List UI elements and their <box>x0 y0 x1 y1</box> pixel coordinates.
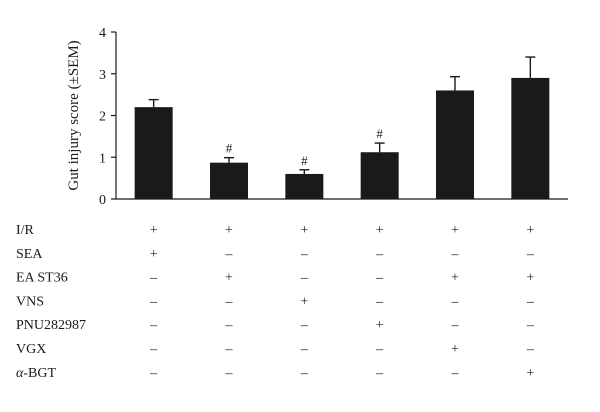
treatment-sign: – <box>451 318 460 333</box>
bar <box>436 90 474 199</box>
y-tick-label: 3 <box>99 68 106 83</box>
treatment-sign: – <box>300 318 309 333</box>
treatment-sign: – <box>375 247 384 262</box>
bar <box>360 152 399 199</box>
treatment-label: SEA <box>16 247 43 262</box>
bar <box>285 173 324 199</box>
treatment-label-name: BGT <box>28 366 56 381</box>
chart-axes: 0 1 2 3 4 Gut injury score (±SEM) <box>66 26 568 208</box>
treatment-sign: + <box>526 366 534 381</box>
bar <box>210 162 248 199</box>
treatment-sign: – <box>300 342 309 357</box>
treatment-table: I/R + + + + + + SEA + – – – – – EA ST36 – + – – + + VNS – – + – – –… <box>16 223 535 381</box>
treatment-sign: + <box>451 271 459 286</box>
treatment-sign: – <box>451 294 460 309</box>
treatment-sign: – <box>225 318 234 333</box>
treatment-sign: + <box>300 223 308 238</box>
treatment-sign: – <box>375 366 384 381</box>
treatment-sign: + <box>376 318 384 333</box>
treatment-sign: – <box>149 342 158 357</box>
treatment-sign: – <box>526 318 535 333</box>
treatment-sign: – <box>375 342 384 357</box>
treatment-label: EA ST36 <box>16 271 68 286</box>
treatment-sign: + <box>526 271 534 286</box>
treatment-label: I/R <box>16 223 35 238</box>
treatment-sign: – <box>149 366 158 381</box>
chart-bars: # # # <box>134 56 550 199</box>
treatment-sign: – <box>526 247 535 262</box>
treatment-sign: – <box>526 342 535 357</box>
treatment-sign: + <box>150 223 158 238</box>
treatment-sign: – <box>225 366 234 381</box>
treatment-sign: – <box>300 247 309 262</box>
treatment-sign: + <box>451 223 459 238</box>
treatment-sign: + <box>300 294 308 309</box>
treatment-sign: – <box>149 294 158 309</box>
y-axis-label: Gut injury score (±SEM) <box>66 40 82 190</box>
treatment-sign: + <box>225 223 233 238</box>
treatment-label-prefix: α- <box>16 366 28 381</box>
significance-marker: # <box>376 126 383 141</box>
treatment-sign: – <box>526 294 535 309</box>
treatment-sign: + <box>376 223 384 238</box>
y-tick-label: 4 <box>99 26 106 41</box>
significance-marker: # <box>226 141 233 156</box>
y-tick-label: 0 <box>99 193 106 208</box>
significance-marker: # <box>301 153 308 168</box>
treatment-sign: – <box>300 366 309 381</box>
treatment-sign: – <box>375 294 384 309</box>
treatment-label: α-BGT <box>16 366 56 381</box>
treatment-sign: + <box>150 247 158 262</box>
treatment-sign: – <box>451 247 460 262</box>
treatment-label: VGX <box>16 342 46 357</box>
treatment-sign: – <box>225 247 234 262</box>
treatment-sign: – <box>149 318 158 333</box>
bar <box>134 107 173 199</box>
treatment-label: VNS <box>16 294 44 309</box>
y-tick-label: 2 <box>99 110 106 125</box>
treatment-sign: – <box>149 271 158 286</box>
y-tick-label: 1 <box>99 151 106 166</box>
treatment-sign: – <box>451 366 460 381</box>
treatment-sign: – <box>375 271 384 286</box>
bar <box>511 77 550 199</box>
treatment-label: PNU282987 <box>16 318 86 333</box>
treatment-sign: + <box>225 271 233 286</box>
treatment-sign: + <box>451 342 459 357</box>
treatment-sign: – <box>225 342 234 357</box>
treatment-sign: – <box>225 294 234 309</box>
treatment-sign: + <box>526 223 534 238</box>
treatment-sign: – <box>300 271 309 286</box>
